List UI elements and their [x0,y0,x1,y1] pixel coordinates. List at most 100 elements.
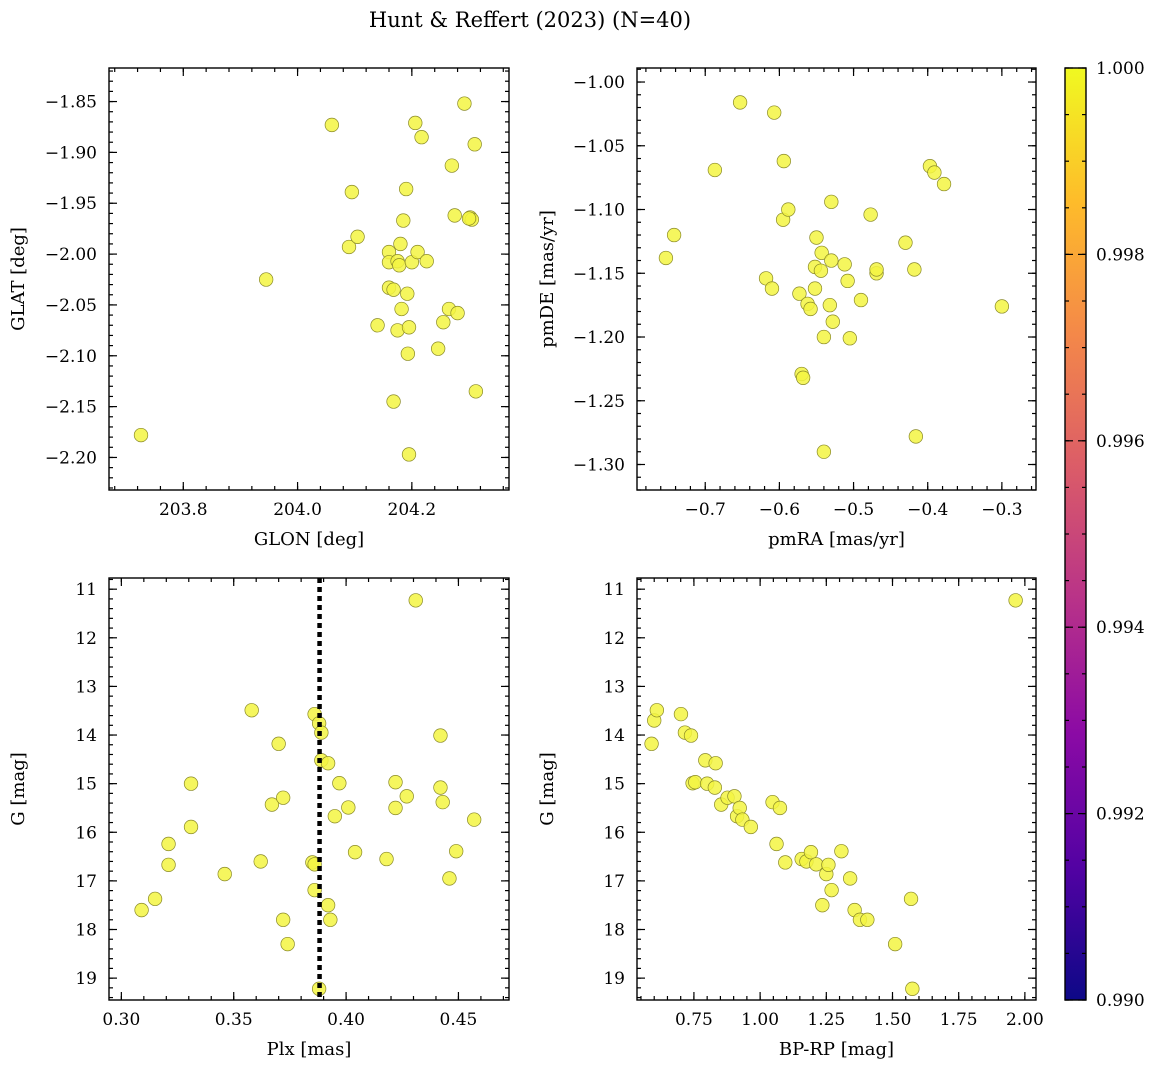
y-tick-label: 14 [75,726,97,746]
x-tick-label: 1.00 [741,1010,779,1030]
data-point [323,912,338,927]
data-point [320,898,336,913]
data-point [732,95,748,110]
data-point [825,314,840,329]
data-point [264,797,280,812]
data-point [824,194,839,210]
y-tick-label: −2.10 [45,347,97,367]
data-point [467,137,482,152]
data-point [683,728,699,743]
data-point [822,297,837,313]
y-tick-label: −2.00 [45,245,97,265]
data-point [772,800,788,816]
y-tick-label: −1.95 [45,194,97,214]
data-point [408,115,423,131]
data-point [386,394,401,409]
data-point [419,254,434,269]
data-point [271,736,286,751]
data-point [433,780,448,795]
x-tick-label: 204.2 [388,500,437,520]
data-point [727,789,742,804]
data-point [386,282,401,297]
data-point [350,229,365,244]
y-tick-label: −1.30 [573,456,625,476]
x-tick-label: 0.30 [102,1010,140,1030]
data-point [795,370,811,385]
y-axis-label: G [mag] [537,752,558,825]
data-point [824,253,839,268]
y-tick-label: 14 [603,726,625,746]
y-tick-label: 12 [75,629,97,649]
y-tick-label: 15 [75,775,97,795]
data-point [161,857,176,872]
colorbar: 0.990 0.992 0.994 0.996 0.998 1.000 [1064,59,1145,1011]
y-tick-label: −1.15 [573,264,625,284]
data-point [396,213,411,228]
x-tick-label: 1.25 [807,1010,845,1030]
y-tick-label: 16 [603,823,625,843]
data-point [778,855,793,870]
data-point [401,447,417,462]
axes-frame [108,577,510,1001]
x-tick-label: 0.35 [215,1010,253,1030]
data-point [370,318,385,333]
y-tick-label: 11 [75,580,97,600]
points-glon-glat [133,96,484,462]
data-point [809,230,824,245]
data-point [666,227,682,243]
data-point [244,703,259,718]
data-point [388,775,403,790]
colorbar-gradient [1065,68,1086,1000]
data-point [769,836,784,852]
data-point [1008,593,1023,608]
data-point [863,207,878,222]
x-tick-label: 0.75 [675,1010,713,1030]
data-point [398,181,414,197]
data-point [161,836,176,852]
data-point [183,776,199,791]
x-tick-label: 204.0 [273,500,322,520]
y-tick-label: 13 [603,677,625,697]
data-point [815,898,830,913]
colorbar-tick-label: 1.000 [1096,59,1145,79]
y-tick-label: 18 [75,921,97,941]
data-point [776,153,791,169]
data-point [809,857,824,872]
data-point [408,593,423,608]
x-tick-label: 2.00 [1006,1010,1044,1030]
data-point [457,96,472,111]
data-point [743,819,758,835]
x-tick-label: 1.50 [874,1010,912,1030]
data-point [183,819,199,835]
y-tick-label: 18 [603,921,625,941]
y-tick-label: −1.85 [45,93,97,113]
data-point [394,301,409,317]
x-tick-label: −0.6 [759,500,800,520]
data-point [907,262,922,277]
data-point [767,105,782,120]
colorbar-tick-label: 0.996 [1096,432,1145,452]
data-point [994,299,1010,314]
data-point [430,341,446,356]
x-tick-label: 0.45 [440,1010,478,1030]
x-tick-label: −0.3 [981,500,1022,520]
data-point [399,789,414,804]
y-tick-label: −1.25 [573,392,625,412]
data-point [707,780,722,795]
data-point [450,305,465,321]
points-pmra-pmde [658,95,1010,459]
data-point [936,176,952,192]
data-point [217,866,232,882]
y-tick-label: 19 [603,969,625,989]
y-tick-label: 17 [75,872,97,892]
data-point [467,812,482,827]
data-point [903,891,919,907]
data-point [379,851,394,867]
data-point [320,756,336,771]
x-axis-label: Plx [mas] [267,1039,352,1060]
y-axis-label: GLAT [deg] [8,227,29,331]
data-point [813,263,829,278]
data-point [461,211,477,226]
data-point [887,936,903,952]
y-tick-label: 11 [603,580,625,600]
